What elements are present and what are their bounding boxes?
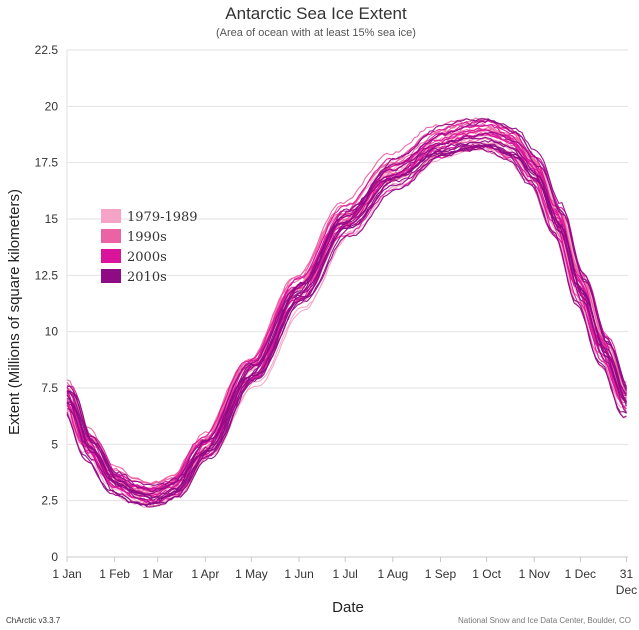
legend[interactable]: 1979-1989 1990s 2000s 2010s (101, 209, 198, 285)
series-line-1990s (66, 146, 628, 507)
legend-swatch[interactable] (101, 209, 121, 223)
version-label: ChArctic v3.3.7 (6, 616, 61, 625)
y-tick-label: 20 (45, 99, 59, 113)
y-tick-label: 22.5 (35, 43, 59, 57)
x-tick-label: 1 Feb (99, 567, 130, 581)
x-tick-label: 1 May (235, 567, 268, 581)
y-tick-label: 15 (45, 212, 59, 226)
x-tick-label: 1 Aug (377, 567, 408, 581)
series-line-2010s (66, 136, 627, 496)
chart-title: Antarctic Sea Ice Extent (225, 4, 407, 23)
chart-subtitle: (Area of ocean with at least 15% sea ice… (216, 27, 416, 39)
series-lines (66, 117, 628, 508)
series-line-2010s (66, 144, 627, 505)
x-tick-label: 31 (620, 567, 634, 581)
y-axis-ticks: 0 2.5 5 7.5 10 12.5 15 17.5 20 22.5 (35, 43, 59, 564)
legend-label[interactable]: 1979-1989 (127, 210, 198, 225)
x-tick-label: 1 Jan (52, 567, 81, 581)
y-axis-title: Extent (Millions of square kilometers) (6, 189, 23, 435)
series-line-2010s (67, 145, 627, 493)
series-line-2010s (66, 140, 628, 500)
credit-label[interactable]: National Snow and Ice Data Center, Bould… (458, 616, 631, 625)
x-tick-label: Dec (616, 583, 637, 597)
x-tick-label: 1 Mar (142, 567, 173, 581)
series-line-2010s (66, 144, 627, 498)
x-tick-label: 1 Jul (333, 567, 358, 581)
y-tick-label: 7.5 (41, 381, 58, 395)
series-line-2010s (66, 119, 627, 486)
series-line-2000s (66, 145, 627, 505)
legend-swatch[interactable] (101, 229, 121, 243)
legend-swatch[interactable] (101, 269, 121, 283)
x-tick-label: 1 Oct (472, 567, 501, 581)
x-tick-label: 1 Nov (519, 567, 550, 581)
y-tick-label: 0 (51, 550, 58, 564)
y-tick-label: 5 (51, 437, 58, 451)
x-tick-label: 1 Jun (284, 567, 313, 581)
series-line-1979-1989 (66, 137, 627, 496)
legend-swatch[interactable] (101, 249, 121, 263)
y-tick-label: 10 (45, 325, 59, 339)
y-tick-label: 17.5 (35, 156, 59, 170)
series-line-2010s (66, 148, 627, 506)
x-axis-title: Date (332, 599, 364, 616)
x-axis-ticks: 1 Jan 1 Feb 1 Mar 1 Apr 1 May 1 Jun 1 Jul 1 Aug… (52, 557, 637, 597)
gridlines (66, 49, 628, 557)
x-tick-label: 1 Dec (565, 567, 596, 581)
series-line-1990s (66, 137, 627, 485)
x-tick-label: 1 Apr (191, 567, 219, 581)
y-tick-label: 12.5 (35, 268, 59, 282)
legend-label[interactable]: 1990s (127, 230, 167, 245)
legend-label[interactable]: 2000s (127, 250, 167, 265)
legend-label[interactable]: 2010s (127, 270, 167, 285)
series-line-2010s (66, 118, 628, 501)
y-tick-label: 2.5 (41, 494, 58, 508)
x-tick-label: 1 Sep (425, 567, 457, 581)
